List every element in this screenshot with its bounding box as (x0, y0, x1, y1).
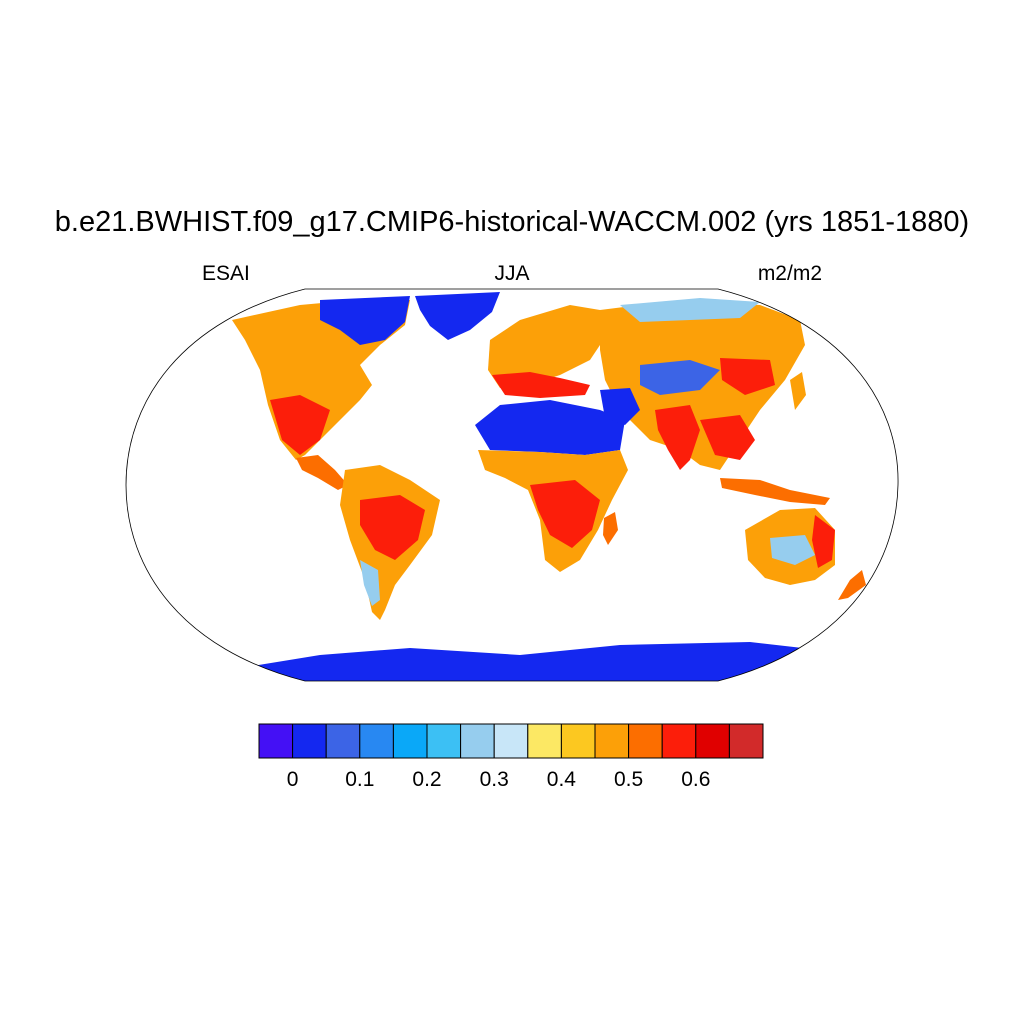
central-asia-blue (640, 360, 720, 395)
colorbar-tick-label: 0.1 (345, 768, 374, 791)
colorbar-tick-label: 0.5 (614, 768, 643, 791)
australia-red (812, 515, 835, 568)
greenland (415, 292, 500, 340)
colorbar-tick-label: 0.3 (480, 768, 509, 791)
colorbar-tick-label: 0.2 (412, 768, 441, 791)
season-label: JJA (494, 262, 530, 285)
colorbar-tick-label: 0.4 (547, 768, 577, 791)
africa-red (530, 480, 600, 548)
units-label: m2/m2 (757, 262, 822, 285)
colorbar-box (527, 723, 562, 759)
colorbar-box (325, 723, 361, 759)
colorbar-box (359, 723, 394, 759)
colorbar-box (460, 723, 495, 759)
plot-title: b.e21.BWHIST.f09_g17.CMIP6-historical-WA… (54, 206, 970, 238)
middle-east-blue (600, 388, 640, 425)
central-america (296, 455, 348, 490)
colorbar-box (493, 723, 529, 759)
colorbar-box (560, 723, 596, 759)
antarctica (230, 642, 830, 681)
india-red (655, 405, 700, 470)
colorbar-box (728, 723, 764, 759)
colorbar-box (426, 723, 462, 759)
southeast-asia-red (700, 415, 755, 460)
indonesia (720, 478, 830, 505)
europe (488, 305, 610, 388)
sahara (475, 400, 625, 455)
colorbar-tick-label: 0 (287, 768, 299, 791)
canada-arctic-blue (320, 296, 410, 345)
globe-outline (125, 288, 899, 682)
new-zealand (838, 570, 866, 600)
australia-blue (770, 535, 815, 565)
variable-label: ESAI (202, 262, 250, 285)
colorbar-box (594, 723, 630, 759)
colorbar-box (695, 723, 730, 759)
south-america-red (360, 495, 425, 560)
colorbar-tick-label: 0.6 (681, 768, 710, 791)
colorbar-box (292, 723, 327, 759)
siberia-blue (620, 298, 760, 322)
colorbar-box (661, 723, 697, 759)
madagascar (603, 512, 618, 545)
colorbar-box (258, 723, 294, 759)
colorbar-box (628, 723, 663, 759)
mongolia-red (720, 358, 775, 395)
japan (790, 372, 806, 410)
south-america-blue (360, 560, 380, 606)
north-america-red (270, 395, 330, 455)
colorbar-box (392, 723, 428, 759)
southern-europe-red (492, 372, 590, 398)
